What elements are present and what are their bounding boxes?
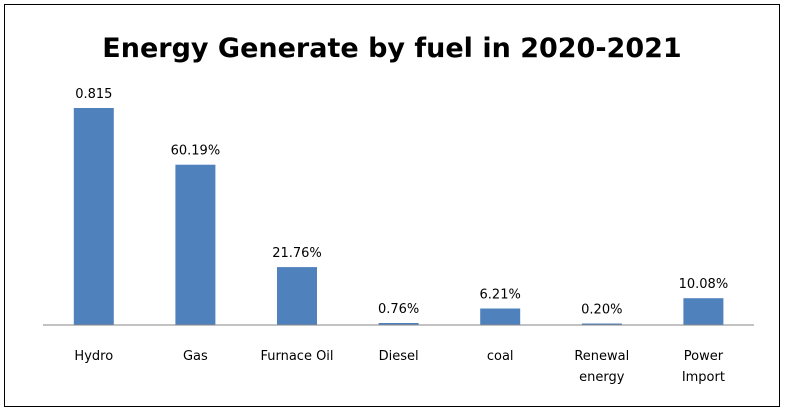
bar-hydro [73, 108, 114, 325]
data-label-gas: 60.19% [171, 144, 221, 159]
data-label-power-import: 10.08% [679, 277, 729, 292]
bar-renewal-energy [581, 323, 622, 325]
category-label-renewal-energy: Renewal energy [574, 349, 629, 385]
chart-title: Energy Generate by fuel in 2020-2021 [102, 33, 682, 64]
data-label-hydro: 0.815 [75, 87, 112, 102]
data-label-diesel: 0.76% [378, 302, 419, 317]
category-label-gas: Gas [183, 349, 208, 364]
category-label-hydro: Hydro [74, 349, 113, 364]
data-label-furnace-oil: 21.76% [272, 246, 322, 261]
bar-gas [175, 164, 216, 325]
category-label-diesel: Diesel [379, 349, 419, 364]
category-label-furnace-oil: Furnace Oil [260, 349, 333, 364]
data-label-coal: 6.21% [480, 288, 521, 303]
bar-furnace-oil [277, 267, 317, 325]
bar-diesel [378, 323, 419, 325]
bars-layer [73, 108, 724, 325]
data-label-renewal-energy: 0.20% [581, 303, 622, 318]
category-label-power-import: Power Import [682, 349, 725, 385]
chart-frame: Energy Generate by fuel in 2020-2021 [4, 4, 780, 407]
labels-layer: 0.815 Hydro 60.19% Gas 21.76% Furnace Oil 0.76… [74, 87, 728, 385]
bar-power-import [683, 298, 724, 325]
bar-coal [480, 308, 521, 325]
category-label-coal: coal [487, 349, 514, 364]
